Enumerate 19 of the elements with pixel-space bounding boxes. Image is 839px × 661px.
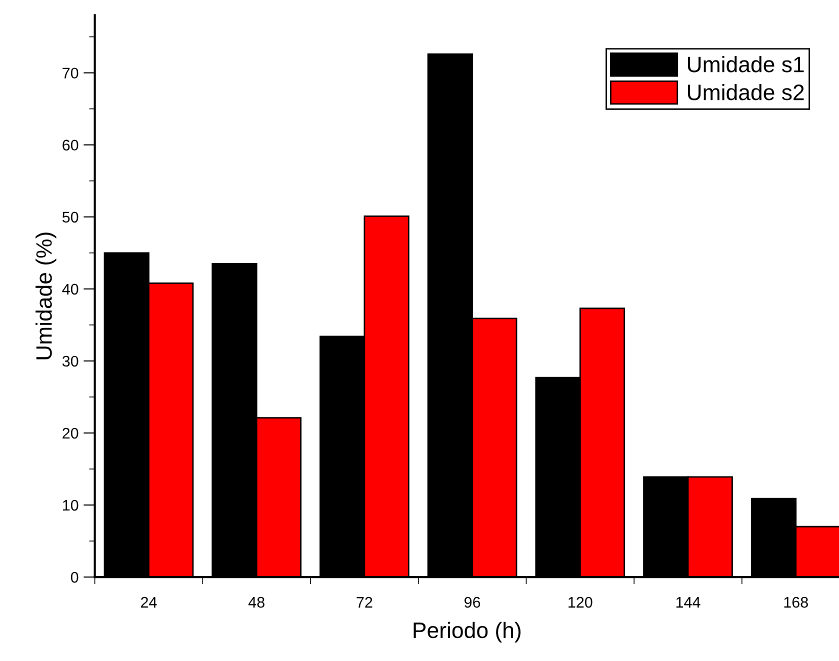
x-axis-title: Periodo (h) [414, 622, 520, 643]
x-tick-label: 168 [784, 596, 808, 608]
x-tick-label: 72 [356, 596, 372, 608]
x-tick-label: 96 [464, 596, 480, 608]
y-axis-title: Umidade (%) [36, 232, 56, 360]
x-tick-label: 120 [568, 596, 592, 608]
y-tick-label: 50 [62, 212, 78, 223]
y-tick-label: 30 [62, 356, 78, 367]
y-tick-label: 0 [70, 572, 78, 583]
legend-label: Umidade s2 [688, 84, 804, 100]
x-tick-label: 48 [248, 596, 264, 608]
y-tick-label: 10 [63, 500, 78, 511]
legend-label: Umidade s1 [688, 56, 804, 72]
y-tick-label: 60 [62, 140, 78, 151]
x-tick-label: 144 [676, 597, 700, 608]
y-tick-label: 20 [62, 428, 78, 439]
y-tick-label: 40 [62, 284, 78, 295]
y-tick-label: 70 [62, 68, 78, 79]
x-tick-label: 24 [141, 596, 157, 608]
